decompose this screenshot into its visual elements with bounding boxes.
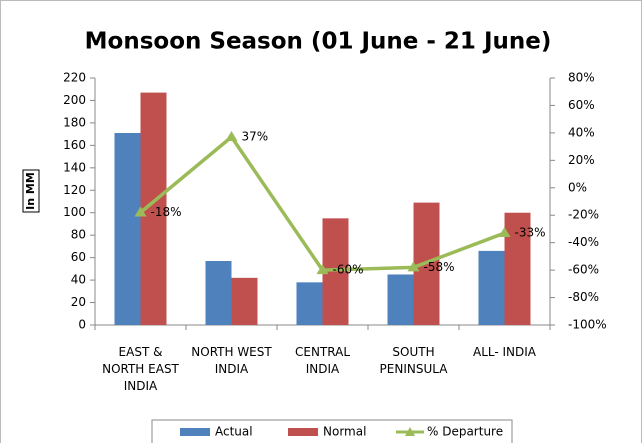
y2-tick-label: -60% <box>568 263 599 277</box>
x-tick-label: CENTRAL INDIA <box>294 345 350 376</box>
bar <box>387 274 414 325</box>
y2-tick-label: -100% <box>568 318 607 332</box>
line-marker <box>498 227 511 238</box>
line-marker <box>316 264 329 275</box>
bar <box>296 282 323 325</box>
y-tick-label: 140 <box>63 160 86 174</box>
y2-tick-label: -80% <box>568 290 599 304</box>
y-label-box <box>22 169 40 213</box>
y-tick-label: 120 <box>63 183 86 197</box>
y-tick-label: 80 <box>71 228 86 242</box>
y2-tick-label: 0% <box>568 180 587 194</box>
y-tick-label: 20 <box>71 295 86 309</box>
line-marker <box>225 131 238 142</box>
y-axis-label: In MM <box>24 172 37 210</box>
y-tick-label: 220 <box>63 71 86 85</box>
data-label: -33% <box>515 226 546 240</box>
legend-label: % Departure <box>427 425 503 439</box>
legend-label: Normal <box>323 425 366 439</box>
x-tick-label: ALL- INDIA <box>472 345 537 359</box>
y2-tick-label: 20% <box>568 153 595 167</box>
y-tick-label: 0 <box>78 318 86 332</box>
bar <box>205 261 232 325</box>
data-label: -60% <box>333 263 364 277</box>
line-marker <box>407 261 420 272</box>
x-tick-label: NORTH WEST INDIA <box>191 345 272 376</box>
y2-tick-label: -40% <box>568 235 599 249</box>
y-tick-label: 180 <box>63 115 86 129</box>
line-marker <box>134 206 147 217</box>
legend-swatch <box>180 428 210 436</box>
y2-tick-label: 60% <box>568 98 595 112</box>
y-tick-label: 40 <box>71 273 86 287</box>
y-tick-label: 200 <box>63 93 86 107</box>
data-label: -18% <box>151 205 182 219</box>
bar <box>478 250 505 325</box>
data-label: 37% <box>242 130 269 144</box>
chart-title: Monsoon Season (01 June - 21 June) <box>85 29 552 55</box>
legend-swatch <box>288 428 318 436</box>
legend-swatch <box>405 427 415 436</box>
data-label: -58% <box>424 260 455 274</box>
x-tick-label: SOUTH PENINSULA <box>379 345 448 376</box>
y2-tick-label: 80% <box>568 71 595 85</box>
bar <box>504 212 531 325</box>
y2-tick-label: -20% <box>568 208 599 222</box>
bar <box>231 277 258 325</box>
y-tick-label: 160 <box>63 138 86 152</box>
bar <box>114 133 141 325</box>
y-tick-label: 60 <box>71 250 86 264</box>
y2-tick-label: 40% <box>568 125 595 139</box>
y-tick-label: 100 <box>63 205 86 219</box>
legend-box <box>151 419 513 443</box>
legend-label: Actual <box>215 425 253 439</box>
x-tick-label: EAST & NORTH EAST INDIA <box>102 345 179 393</box>
